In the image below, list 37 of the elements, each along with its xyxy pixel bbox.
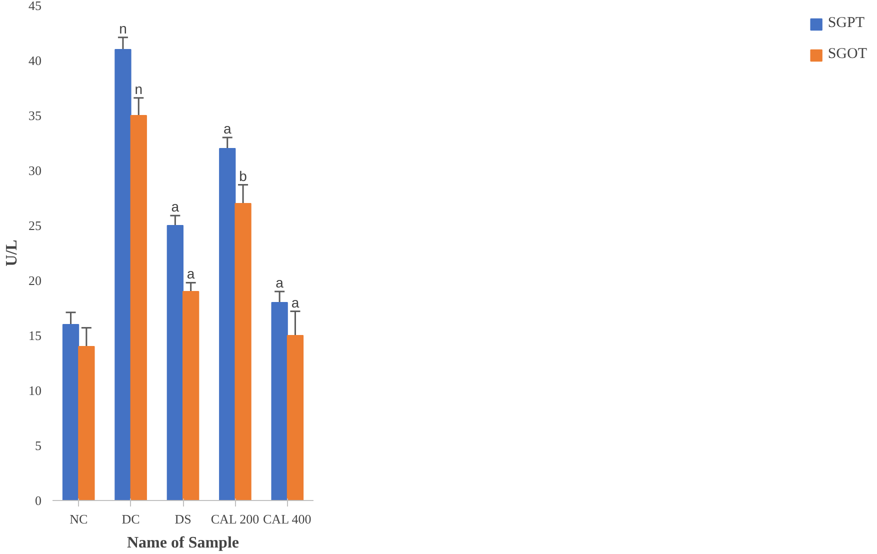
bar [130, 115, 147, 500]
data-label: n [134, 80, 143, 97]
bar [286, 335, 304, 500]
x-axis-title: Name of Sample [127, 534, 239, 552]
y-tick-label: 10 [28, 383, 42, 398]
x-tick-label: NC [70, 512, 88, 526]
y-tick-label: 45 [28, 0, 42, 13]
bar [219, 148, 236, 500]
data-label: a [276, 274, 284, 290]
y-tick-label: 40 [28, 53, 42, 68]
y-tick-label: 25 [28, 218, 42, 233]
y-tick-label: 35 [28, 108, 42, 123]
x-tick-label: CAL 200 [210, 512, 260, 526]
y-axis-title: U/L [4, 240, 20, 266]
bar [114, 49, 132, 500]
data-label: a [186, 266, 195, 282]
bar [62, 324, 80, 500]
y-tick-label: 20 [28, 273, 42, 288]
x-tick-label: DS [174, 512, 192, 526]
x-tick-label: CAL 400 [263, 512, 312, 526]
bar [182, 291, 200, 500]
y-tick-label: 30 [28, 163, 42, 178]
y-tick-label: 15 [28, 328, 42, 343]
legend-label: SGOT [828, 46, 867, 63]
data-label: n [119, 20, 127, 36]
legend-label: SGPT [828, 15, 865, 32]
bar [271, 302, 288, 500]
x-tick-label: DC [122, 512, 140, 526]
data-label: a [171, 198, 180, 215]
bar [234, 203, 252, 500]
data-label: a [223, 120, 232, 136]
data-label: a [291, 294, 300, 310]
bar [78, 346, 95, 500]
y-tick-label: 5 [35, 438, 42, 453]
bar [166, 225, 184, 500]
data-label: b [239, 168, 248, 184]
y-tick-label: 0 [35, 493, 42, 508]
